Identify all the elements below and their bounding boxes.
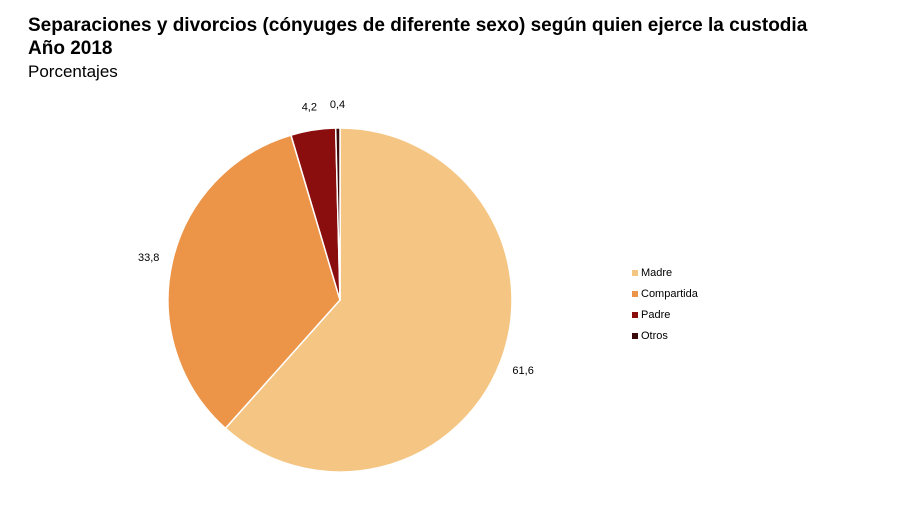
unit-label: Porcentajes	[28, 62, 118, 81]
legend-item-padre: Padre	[632, 304, 698, 325]
data-label-madre: 61,6	[512, 365, 533, 377]
pie-slice-otros	[334, 127, 341, 301]
pie-slice-madre	[224, 127, 513, 473]
legend-swatch	[632, 311, 638, 318]
legend-label: Compartida	[641, 287, 698, 300]
legend-label: Otros	[641, 329, 668, 342]
legend-swatch	[632, 269, 638, 276]
title-line: Separaciones y divorcios (cónyuges de di…	[28, 15, 808, 36]
data-label-otros: 0,4	[330, 99, 345, 111]
legend-item-compartida: Compartida	[632, 283, 698, 304]
legend-label: Madre	[641, 266, 673, 279]
legend-label: Padre	[641, 308, 671, 321]
data-label-compartida: 33,8	[138, 252, 159, 264]
year-line: Año 2018	[28, 38, 113, 59]
legend-item-madre: Madre	[632, 262, 698, 283]
legend-item-otros: Otros	[632, 325, 698, 346]
pie-slice-compartida	[167, 134, 341, 430]
legend: Madre Compartida Padre Otros	[632, 262, 698, 346]
chart-title: Separaciones y divorcios (cónyuges de di…	[28, 14, 807, 60]
legend-swatch	[632, 332, 638, 339]
legend-swatch	[632, 290, 638, 297]
data-label-padre: 4,2	[302, 101, 317, 113]
